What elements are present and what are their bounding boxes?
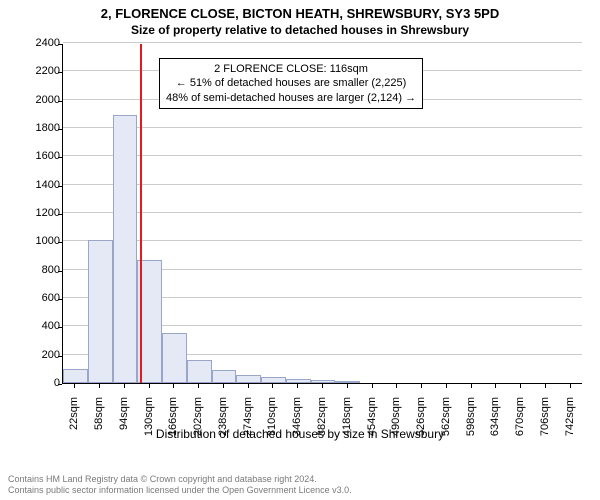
x-tick-mark bbox=[149, 384, 150, 388]
y-tick-mark bbox=[58, 327, 62, 328]
annotation-line: 2 FLORENCE CLOSE: 116sqm bbox=[166, 62, 416, 76]
y-tick-label: 2200 bbox=[12, 66, 60, 77]
footer-line-1: Contains HM Land Registry data © Crown c… bbox=[8, 474, 352, 485]
x-tick-mark bbox=[322, 384, 323, 388]
x-tick-mark bbox=[396, 384, 397, 388]
bar bbox=[311, 380, 336, 383]
x-tick-mark bbox=[520, 384, 521, 388]
y-tick-label: 1600 bbox=[12, 151, 60, 162]
y-tick-label: 1200 bbox=[12, 208, 60, 219]
y-tick-mark bbox=[58, 271, 62, 272]
annotation-line: 48% of semi-detached houses are larger (… bbox=[166, 91, 416, 105]
y-tick-mark bbox=[58, 186, 62, 187]
marker-line bbox=[140, 44, 142, 383]
y-tick-label: 600 bbox=[12, 293, 60, 304]
y-tick-label: 1800 bbox=[12, 123, 60, 134]
y-tick-label: 1000 bbox=[12, 236, 60, 247]
y-tick-label: 1400 bbox=[12, 180, 60, 191]
bar bbox=[236, 375, 261, 384]
chart-container: Number of detached properties 2 FLORENCE… bbox=[0, 40, 600, 445]
y-tick-mark bbox=[58, 242, 62, 243]
bar bbox=[261, 377, 286, 383]
x-tick-mark bbox=[198, 384, 199, 388]
y-tick-label: 0 bbox=[12, 378, 60, 389]
bar bbox=[88, 240, 113, 383]
y-tick-mark bbox=[58, 44, 62, 45]
bar bbox=[212, 370, 237, 383]
y-tick-mark bbox=[58, 129, 62, 130]
x-tick-mark bbox=[495, 384, 496, 388]
x-tick-mark bbox=[173, 384, 174, 388]
bar bbox=[162, 333, 187, 383]
x-tick-mark bbox=[570, 384, 571, 388]
bar bbox=[286, 379, 311, 383]
footer-line-2: Contains public sector information licen… bbox=[8, 485, 352, 496]
x-axis-label: Distribution of detached houses by size … bbox=[0, 427, 600, 441]
y-tick-mark bbox=[58, 299, 62, 300]
plot-area: 2 FLORENCE CLOSE: 116sqm← 51% of detache… bbox=[62, 44, 582, 384]
y-tick-label: 400 bbox=[12, 321, 60, 332]
gridline bbox=[63, 42, 582, 43]
x-tick-mark bbox=[421, 384, 422, 388]
page-subtitle: Size of property relative to detached ho… bbox=[0, 21, 600, 37]
y-tick-label: 800 bbox=[12, 265, 60, 276]
annotation-line: ← 51% of detached houses are smaller (2,… bbox=[166, 76, 416, 90]
x-tick-mark bbox=[248, 384, 249, 388]
y-tick-mark bbox=[58, 101, 62, 102]
x-tick-mark bbox=[124, 384, 125, 388]
y-tick-mark bbox=[58, 356, 62, 357]
x-tick-mark bbox=[272, 384, 273, 388]
x-tick-mark bbox=[545, 384, 546, 388]
footer: Contains HM Land Registry data © Crown c… bbox=[8, 474, 352, 497]
y-tick-label: 2000 bbox=[12, 95, 60, 106]
y-tick-mark bbox=[58, 214, 62, 215]
bar bbox=[335, 381, 360, 383]
bar bbox=[63, 369, 88, 383]
x-tick-mark bbox=[74, 384, 75, 388]
y-tick-label: 200 bbox=[12, 350, 60, 361]
bar bbox=[187, 360, 212, 383]
page-title: 2, FLORENCE CLOSE, BICTON HEATH, SHREWSB… bbox=[0, 0, 600, 21]
y-tick-label: 2400 bbox=[12, 38, 60, 49]
x-tick-mark bbox=[446, 384, 447, 388]
x-tick-mark bbox=[347, 384, 348, 388]
annotation-box: 2 FLORENCE CLOSE: 116sqm← 51% of detache… bbox=[159, 58, 423, 109]
y-tick-mark bbox=[58, 157, 62, 158]
bar bbox=[113, 115, 138, 383]
x-tick-mark bbox=[471, 384, 472, 388]
y-tick-mark bbox=[58, 384, 62, 385]
x-tick-mark bbox=[297, 384, 298, 388]
x-tick-mark bbox=[372, 384, 373, 388]
y-tick-mark bbox=[58, 72, 62, 73]
x-tick-mark bbox=[223, 384, 224, 388]
x-tick-mark bbox=[99, 384, 100, 388]
